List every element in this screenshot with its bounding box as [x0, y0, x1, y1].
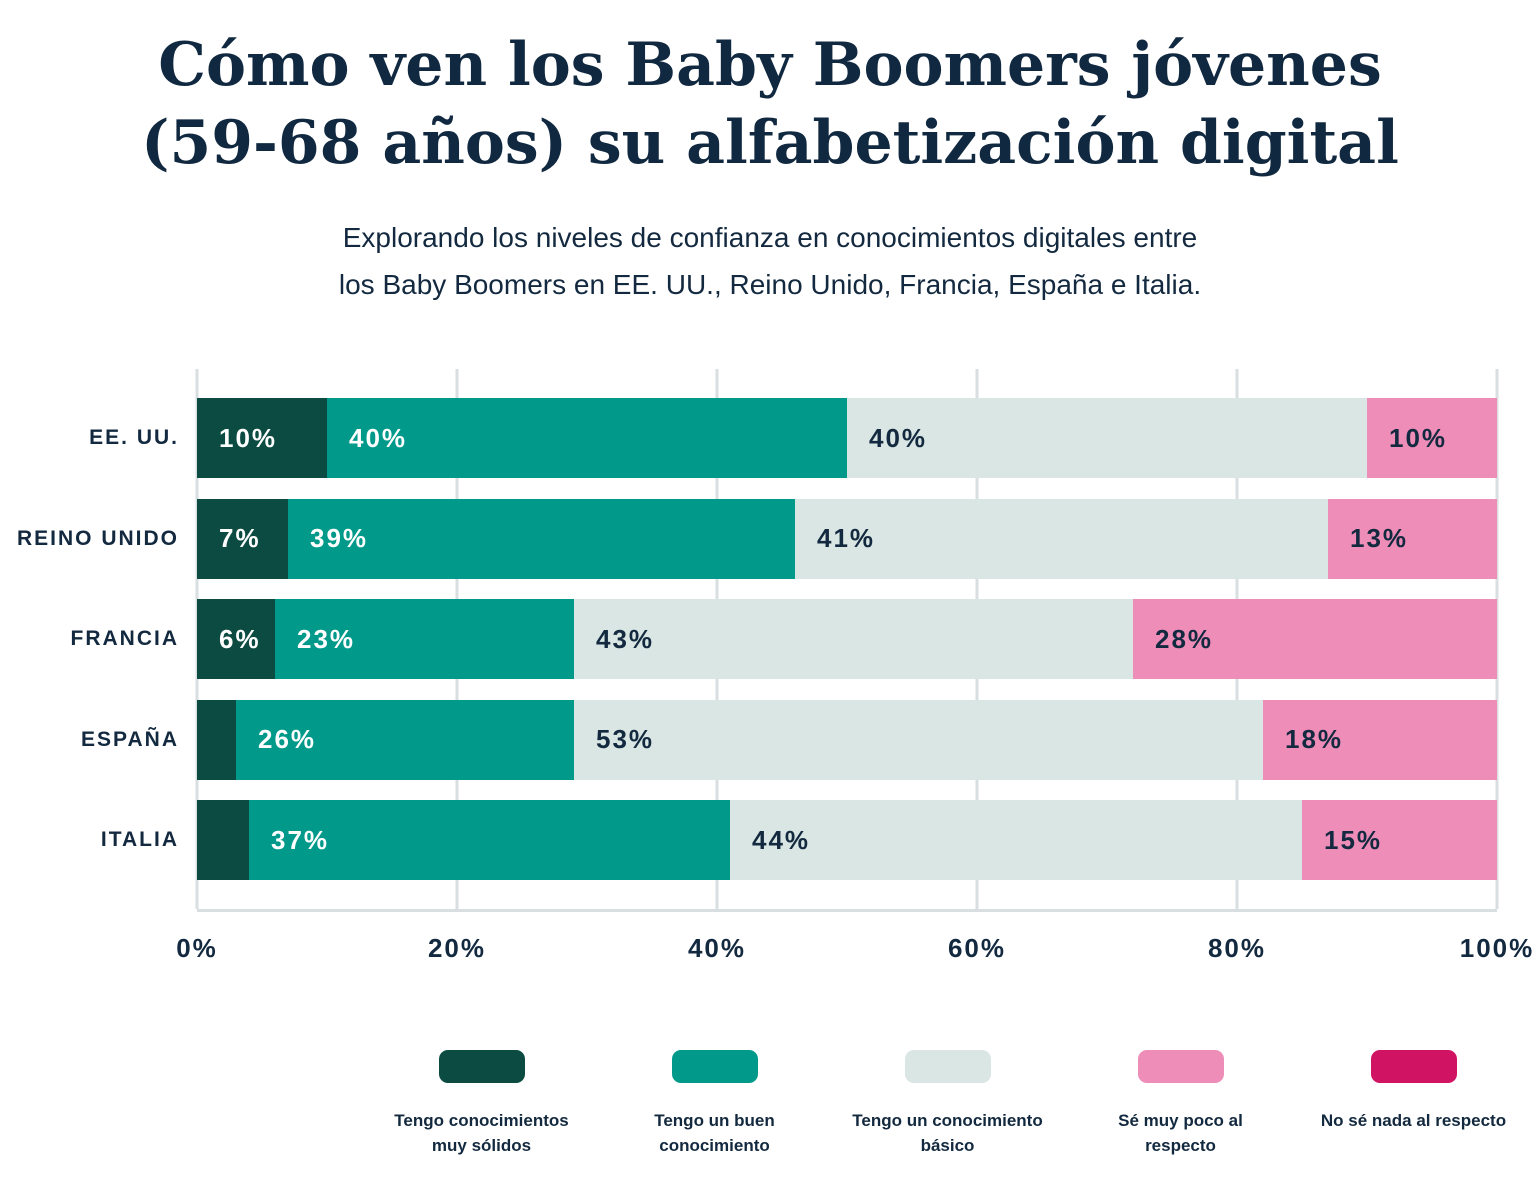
bar-segment: 7%: [197, 498, 288, 579]
bar-row: REINO UNIDO 7% 39% 41% 13%: [17, 498, 1497, 579]
chart-title-line1: Cómo ven los Baby Boomers jóvenes: [158, 30, 1382, 100]
bar-segment: 28%: [1133, 599, 1497, 679]
bar-row: EE. UU. 10% 40% 40% 10%: [89, 398, 1497, 478]
bar-segment: 10%: [1367, 398, 1497, 478]
bar-segment-value: 40%: [349, 422, 408, 453]
bar-segment-value: 7%: [219, 523, 261, 553]
bar-segment: 40%: [847, 398, 1367, 478]
legend-item: Tengo conocimientos muy sólidos: [365, 1050, 598, 1158]
bar-segment-value: 37%: [271, 824, 330, 855]
chart-subtitle: Explorando los niveles de confianza en c…: [0, 214, 1540, 308]
bar-segment: 15%: [1302, 800, 1497, 880]
bar-segment-value: 26%: [258, 724, 317, 754]
bar-segment-value: 10%: [1389, 422, 1448, 453]
bar-segment-value: 53%: [596, 724, 655, 754]
bar-segment-value: 39%: [310, 523, 369, 553]
chart-subtitle-line1: Explorando los niveles de confianza en c…: [342, 222, 1198, 253]
x-axis-labels: 0% 20% 40% 60% 80% 100%: [176, 933, 1532, 973]
legend-label: Tengo un buen conocimiento: [654, 1111, 775, 1155]
bar-segment-value: 15%: [1324, 824, 1383, 855]
bar-segment-value: 10%: [219, 422, 278, 453]
category-label: EE. UU.: [89, 426, 179, 449]
chart-title: Cómo ven los Baby Boomers jóvenes (59-68 …: [0, 26, 1540, 182]
category-label: ESPAÑA: [81, 727, 179, 751]
bar-segment-value: 23%: [297, 623, 356, 654]
category-label: ITALIA: [100, 828, 179, 851]
bar-segment: 39%: [288, 498, 795, 579]
bar-row: ITALIA 37% 44% 15%: [101, 800, 1497, 880]
bar-segment-value: 13%: [1350, 523, 1409, 553]
bar-segment-value: 43%: [596, 623, 655, 654]
bar-segment: 10%: [197, 398, 327, 478]
legend: Tengo conocimientos muy sólidos Tengo un …: [365, 1050, 1531, 1158]
legend-item: No sé nada al respecto: [1297, 1050, 1530, 1158]
legend-swatch: [1370, 1050, 1457, 1083]
bar-segment: 23%: [275, 599, 574, 679]
legend-swatch: [671, 1050, 758, 1083]
chart-title-line2: (59-68 años) su alfabetización digital: [141, 108, 1399, 178]
x-axis-tick-label: 100%: [1459, 933, 1535, 963]
bar-segment: 6%: [197, 599, 275, 679]
chart-subtitle-line2: los Baby Boomers en EE. UU., Reino Unido…: [338, 269, 1202, 300]
legend-item: Tengo un conocimiento básico: [831, 1050, 1064, 1158]
bar-segment: 40%: [327, 398, 847, 478]
bar-segment: 43%: [574, 599, 1133, 679]
legend-item: Sé muy poco al respecto: [1064, 1050, 1297, 1158]
bar-rows: EE. UU. 10% 40% 40% 10% REINO UNIDO 7% 39% 41% 13…: [17, 398, 1497, 880]
legend-label: No sé nada al respecto: [1320, 1111, 1507, 1130]
plot-area: EE. UU. 10% 40% 40% 10% REINO UNIDO 7% 39% 41% 13…: [17, 369, 1499, 912]
x-axis-tick-label: 0%: [176, 933, 218, 963]
bar-segment: 13%: [1328, 498, 1497, 579]
category-label: FRANCIA: [70, 627, 179, 650]
x-axis-tick-label: 40%: [687, 933, 747, 963]
bar-segment-value: 40%: [869, 422, 928, 453]
bar-segment-value: 18%: [1285, 724, 1344, 754]
legend-item: Tengo un buen conocimiento: [598, 1050, 831, 1158]
legend-label: Tengo conocimientos muy sólidos: [394, 1111, 569, 1155]
bar-segment: 37%: [249, 800, 730, 880]
gridline: [1495, 369, 1499, 909]
x-axis-tick-label: 60%: [947, 933, 1007, 963]
bar-segment-value: 28%: [1155, 623, 1214, 654]
bar-segment: 44%: [730, 800, 1302, 880]
legend-label: Sé muy poco al respecto: [1118, 1111, 1243, 1155]
bar-segment: [197, 800, 249, 880]
x-axis-tick-label: 80%: [1207, 933, 1267, 963]
legend-swatch: [1137, 1050, 1224, 1083]
legend-swatch: [904, 1050, 991, 1083]
x-axis-tick-label: 20%: [427, 933, 487, 963]
legend-label: Tengo un conocimiento básico: [852, 1111, 1043, 1155]
bar-row: ESPAÑA 26% 53% 18%: [81, 699, 1497, 780]
category-label: REINO UNIDO: [16, 526, 179, 550]
bar-segment: 26%: [236, 699, 574, 780]
bar-segment: 41%: [795, 498, 1328, 579]
bar-segment-value: 6%: [219, 623, 261, 654]
bar-segment: 18%: [1263, 699, 1497, 780]
bar-row: FRANCIA 6% 23% 43% 28%: [71, 599, 1497, 679]
legend-swatch: [438, 1050, 525, 1083]
bar-segment-value: 44%: [752, 824, 811, 855]
bar-segment: [197, 699, 236, 780]
bar-segment: 53%: [574, 699, 1263, 780]
bar-segment-value: 41%: [817, 523, 876, 553]
